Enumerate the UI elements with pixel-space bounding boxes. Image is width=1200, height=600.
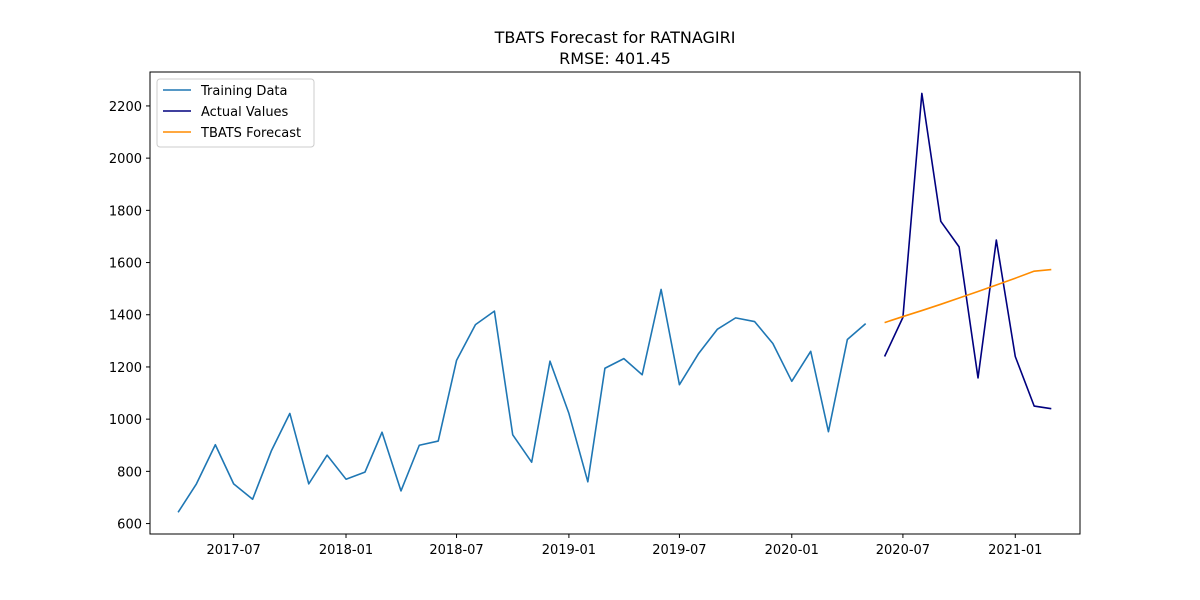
series-tbats-forecast-line: [884, 268, 1052, 324]
x-tick-label: 2018-07: [429, 543, 483, 558]
legend-box: [156, 78, 315, 148]
y-axis: 600 800 1000 1200 1400 1600 1800 2000 2200: [109, 100, 150, 533]
series-layer: [177, 92, 1052, 513]
plot-frame: [149, 71, 1081, 535]
y-tick-label: 2000: [109, 152, 142, 167]
series-actual-values-line: [883, 92, 1052, 410]
y-tick-label: 2200: [109, 100, 142, 115]
series-training-data-line: [177, 288, 867, 513]
chart-title: TBATS Forecast for RATNAGIRI: [494, 28, 736, 47]
x-tick-label: 2018-01: [319, 543, 373, 558]
y-tick-label: 1000: [109, 413, 142, 428]
x-tick-label: 2020-01: [765, 543, 819, 558]
legend-label-actual: Actual Values: [201, 105, 289, 120]
y-tick-label: 1400: [109, 309, 142, 324]
legend-label-training: Training Data: [200, 84, 287, 99]
x-tick-label: 2019-07: [652, 543, 706, 558]
x-tick-label: 2019-01: [542, 543, 596, 558]
chart-subtitle: RMSE: 401.45: [559, 49, 671, 68]
x-axis: 2017-07 2018-01 2018-07 2019-01 2019-07 2020-…: [206, 534, 1042, 558]
y-tick-label: 1600: [109, 257, 142, 272]
y-tick-label: 800: [117, 465, 142, 480]
x-tick-label: 2017-07: [206, 543, 260, 558]
legend: Training Data Actual Values TBATS Foreca…: [156, 78, 315, 148]
plot-area: [150, 72, 1080, 534]
x-tick-label: 2021-01: [988, 543, 1042, 558]
y-tick-label: 1200: [109, 361, 142, 376]
y-tick-label: 1800: [109, 204, 142, 219]
x-tick-label: 2020-07: [876, 543, 930, 558]
legend-label-forecast: TBATS Forecast: [200, 126, 301, 141]
y-tick-label: 600: [117, 518, 142, 533]
